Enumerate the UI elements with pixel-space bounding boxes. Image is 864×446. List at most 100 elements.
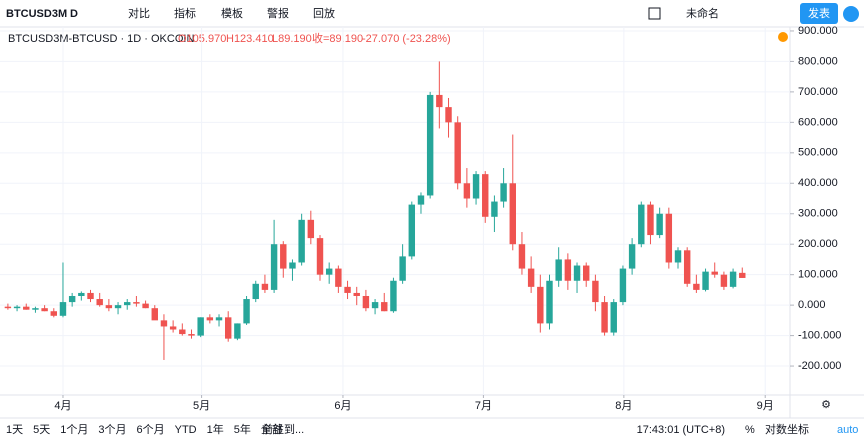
- legend-low: L89.190: [272, 33, 312, 45]
- candle-body: [619, 268, 627, 303]
- candle-body: [527, 268, 535, 287]
- candle-body: [546, 280, 553, 324]
- candle-body: [78, 292, 85, 296]
- candle-body: [665, 213, 673, 263]
- candle-body: [133, 302, 140, 304]
- interval[interactable]: D: [70, 8, 78, 20]
- candle-body: [610, 302, 617, 333]
- x-tick-label: 4月: [54, 400, 71, 412]
- candle-body: [114, 305, 122, 309]
- settings-icon[interactable]: ⚙: [821, 399, 831, 411]
- candle-body: [573, 265, 581, 281]
- candle-body: [344, 286, 351, 293]
- candle-body: [628, 244, 636, 269]
- candle-body: [537, 286, 544, 324]
- candle-body: [4, 306, 12, 309]
- candle-body: [224, 317, 232, 339]
- range-button[interactable]: 6个月: [137, 423, 165, 436]
- y-tick-label: 400.000: [798, 177, 838, 189]
- candle-body: [353, 292, 360, 296]
- checkbox[interactable]: [648, 7, 661, 20]
- goto[interactable]: 前往到...: [262, 422, 304, 436]
- candle-body: [307, 219, 315, 239]
- candle-body: [390, 280, 397, 312]
- auto-toggle[interactable]: auto: [837, 424, 858, 436]
- candle-body: [151, 308, 158, 321]
- y-tick-label: 600.000: [798, 116, 838, 128]
- candle-body: [509, 183, 516, 245]
- candle-body: [124, 302, 131, 306]
- y-tick-label: -200.000: [798, 360, 841, 372]
- legend-change: -27.070 (-23.28%): [362, 33, 451, 45]
- y-tick-label: 0.000: [798, 299, 826, 311]
- candle-body: [243, 299, 250, 324]
- toolbar-button[interactable]: 警报: [267, 6, 289, 20]
- candle-body: [693, 283, 700, 290]
- candle-body: [289, 262, 296, 269]
- candle-body: [362, 295, 370, 309]
- symbol[interactable]: BTCUSD3M: [6, 8, 67, 20]
- toolbar-button[interactable]: 指标: [174, 6, 196, 20]
- candle-body: [417, 195, 425, 205]
- candle-body: [23, 306, 30, 310]
- candle-body: [582, 265, 590, 281]
- publish-button[interactable]: [800, 3, 838, 24]
- candle-body: [656, 213, 663, 236]
- play-button[interactable]: [843, 6, 859, 22]
- range-button[interactable]: 全部: [261, 422, 283, 436]
- candle-body: [729, 271, 737, 287]
- candle-body: [683, 250, 691, 284]
- candle-body: [647, 204, 654, 236]
- candle-body: [280, 244, 287, 269]
- range-button[interactable]: 1年: [207, 422, 224, 436]
- candle-body: [381, 302, 388, 312]
- range-button[interactable]: 3个月: [98, 423, 126, 436]
- range-button[interactable]: 5年: [234, 422, 251, 436]
- y-tick-label: 100.000: [798, 269, 838, 281]
- candle-body: [41, 308, 48, 312]
- toolbar-button[interactable]: 对比: [128, 6, 150, 20]
- candle-body: [270, 244, 278, 290]
- candle-body: [702, 271, 709, 290]
- log-toggle[interactable]: 对数坐标: [765, 422, 809, 436]
- candle-body: [160, 320, 168, 327]
- candle-body: [169, 326, 177, 330]
- toolbar-button[interactable]: 回放: [313, 6, 335, 20]
- candle-body: [234, 323, 241, 339]
- percent-toggle[interactable]: %: [745, 424, 755, 436]
- candle-body: [206, 317, 214, 321]
- candle-body: [454, 122, 461, 184]
- candle-body: [32, 308, 39, 310]
- candle-body: [142, 303, 149, 309]
- range-button[interactable]: 1个月: [60, 423, 88, 436]
- candle-body: [335, 268, 342, 287]
- range-button[interactable]: YTD: [175, 424, 197, 436]
- y-tick-label: 700.000: [798, 86, 838, 98]
- candle-body: [87, 292, 94, 300]
- candle-body: [252, 283, 259, 300]
- candle-body: [711, 271, 718, 275]
- y-tick-label: 900.000: [798, 25, 838, 37]
- legend-close: 收=89.190: [312, 31, 363, 45]
- candle-body: [720, 274, 728, 287]
- candle-body: [674, 250, 682, 263]
- candle-body: [325, 268, 333, 275]
- range-button[interactable]: 1天: [6, 424, 23, 436]
- range-button[interactable]: 5天: [33, 424, 50, 436]
- candle-body: [500, 183, 507, 202]
- candle-body: [408, 204, 416, 257]
- toolbar-button[interactable]: 模板: [221, 6, 243, 20]
- candle-body: [482, 174, 489, 217]
- candle-body: [739, 272, 746, 278]
- y-tick-label: 300.000: [798, 208, 838, 220]
- layout-name[interactable]: 未命名: [686, 6, 719, 20]
- candle-body: [518, 244, 526, 269]
- x-tick-label: 6月: [334, 400, 351, 412]
- time: 17:43:01 (UTC+8): [637, 424, 725, 436]
- candle-body: [555, 259, 562, 281]
- candle-body: [601, 302, 608, 333]
- candle-body: [68, 295, 76, 303]
- candle-body: [316, 238, 324, 275]
- candle-body: [564, 259, 572, 281]
